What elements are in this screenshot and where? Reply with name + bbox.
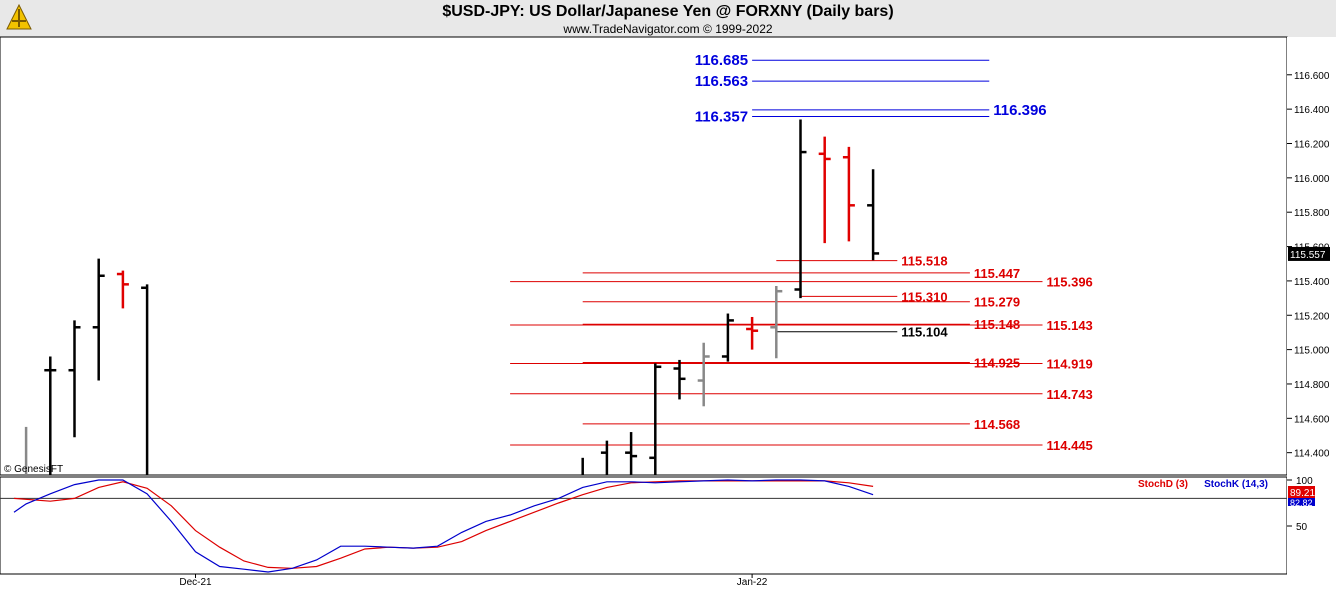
level-label: 115.310	[901, 289, 947, 304]
level-label: 115.104	[901, 325, 948, 340]
level-label: 114.568	[974, 417, 1020, 432]
stoch-k-value: 82.82	[1290, 498, 1313, 508]
price-tick-label: 116.600	[1294, 71, 1330, 82]
price-tick-label: 115.800	[1294, 208, 1330, 219]
stoch-d-value-box	[1288, 486, 1315, 498]
price-y-axis: 114.400 114.600 114.800 115.000 115.200 115.4…	[1287, 71, 1330, 460]
price-tick-label: 116.200	[1294, 139, 1330, 150]
price-tick-label: 115.000	[1294, 346, 1330, 357]
last-price-label: 115.557	[1290, 250, 1326, 261]
level-label: 115.143	[1047, 318, 1093, 333]
stoch-series-line	[13, 479, 874, 573]
price-tick-label: 115.400	[1294, 277, 1330, 288]
level-label: 114.925	[974, 355, 1020, 370]
chart-title: $USD-JPY: US Dollar/Japanese Yen @ FORXN…	[442, 3, 894, 20]
price-tick-label: 114.800	[1294, 380, 1330, 391]
stoch-legend-label: StochK (14,3)	[1204, 479, 1268, 490]
stoch-tick-label: 50	[1296, 522, 1308, 533]
last-price-box	[1288, 246, 1330, 261]
chart-subtitle: www.TradeNavigator.com © 1999-2022	[563, 22, 773, 36]
price-tick-label: 114.400	[1294, 449, 1330, 460]
x-tick-label: Dec-21	[179, 577, 212, 588]
watermark: © GenesisFT	[4, 464, 63, 475]
level-lines: 116.685 116.563 116.357 116.396 115.518 115.4…	[510, 52, 1093, 453]
level-label: 114.445	[1047, 438, 1093, 453]
price-tick-label: 116.000	[1294, 174, 1330, 185]
price-bars	[24, 119, 880, 475]
level-label: 115.518	[901, 254, 947, 269]
level-label: 114.743	[1047, 387, 1093, 402]
level-label: 116.396	[993, 102, 1046, 119]
price-tick-label: 114.600	[1294, 414, 1330, 425]
level-label: 115.447	[974, 266, 1020, 281]
title-bar	[0, 0, 1336, 37]
level-label: 115.396	[1047, 275, 1093, 290]
level-label: 116.357	[695, 109, 748, 126]
stoch-k-value-box	[1288, 498, 1315, 506]
price-tick-label: 115.200	[1294, 311, 1330, 322]
x-tick-label: Jan-22	[737, 577, 768, 588]
level-label: 114.919	[1047, 357, 1093, 372]
stoch-panel-frame	[0, 476, 1288, 575]
level-label: 116.563	[695, 73, 748, 90]
level-label: 116.685	[695, 52, 748, 69]
price-tick-label: 116.400	[1294, 105, 1330, 116]
stoch-series-line	[13, 480, 874, 569]
stoch-d-value: 89.21	[1290, 488, 1315, 499]
price-panel-frame	[0, 36, 1288, 476]
stoch-legend-label: StochD (3)	[1138, 479, 1188, 490]
logo-icon	[6, 3, 32, 30]
stoch-tick-label: 100	[1296, 476, 1313, 487]
x-axis: Dec-21 Jan-22	[179, 574, 768, 588]
level-label: 115.279	[974, 295, 1020, 310]
